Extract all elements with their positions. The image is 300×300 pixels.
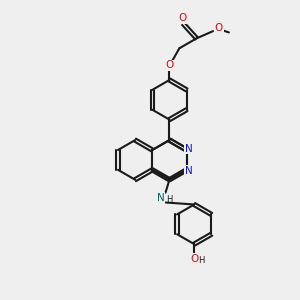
Text: H: H	[198, 256, 205, 265]
Text: O: O	[190, 254, 198, 264]
Text: N: N	[157, 193, 164, 203]
Text: N: N	[185, 166, 193, 176]
Text: O: O	[165, 61, 174, 70]
Text: H: H	[166, 195, 172, 204]
Text: O: O	[178, 13, 187, 23]
Text: O: O	[214, 23, 223, 34]
Text: N: N	[185, 144, 193, 154]
